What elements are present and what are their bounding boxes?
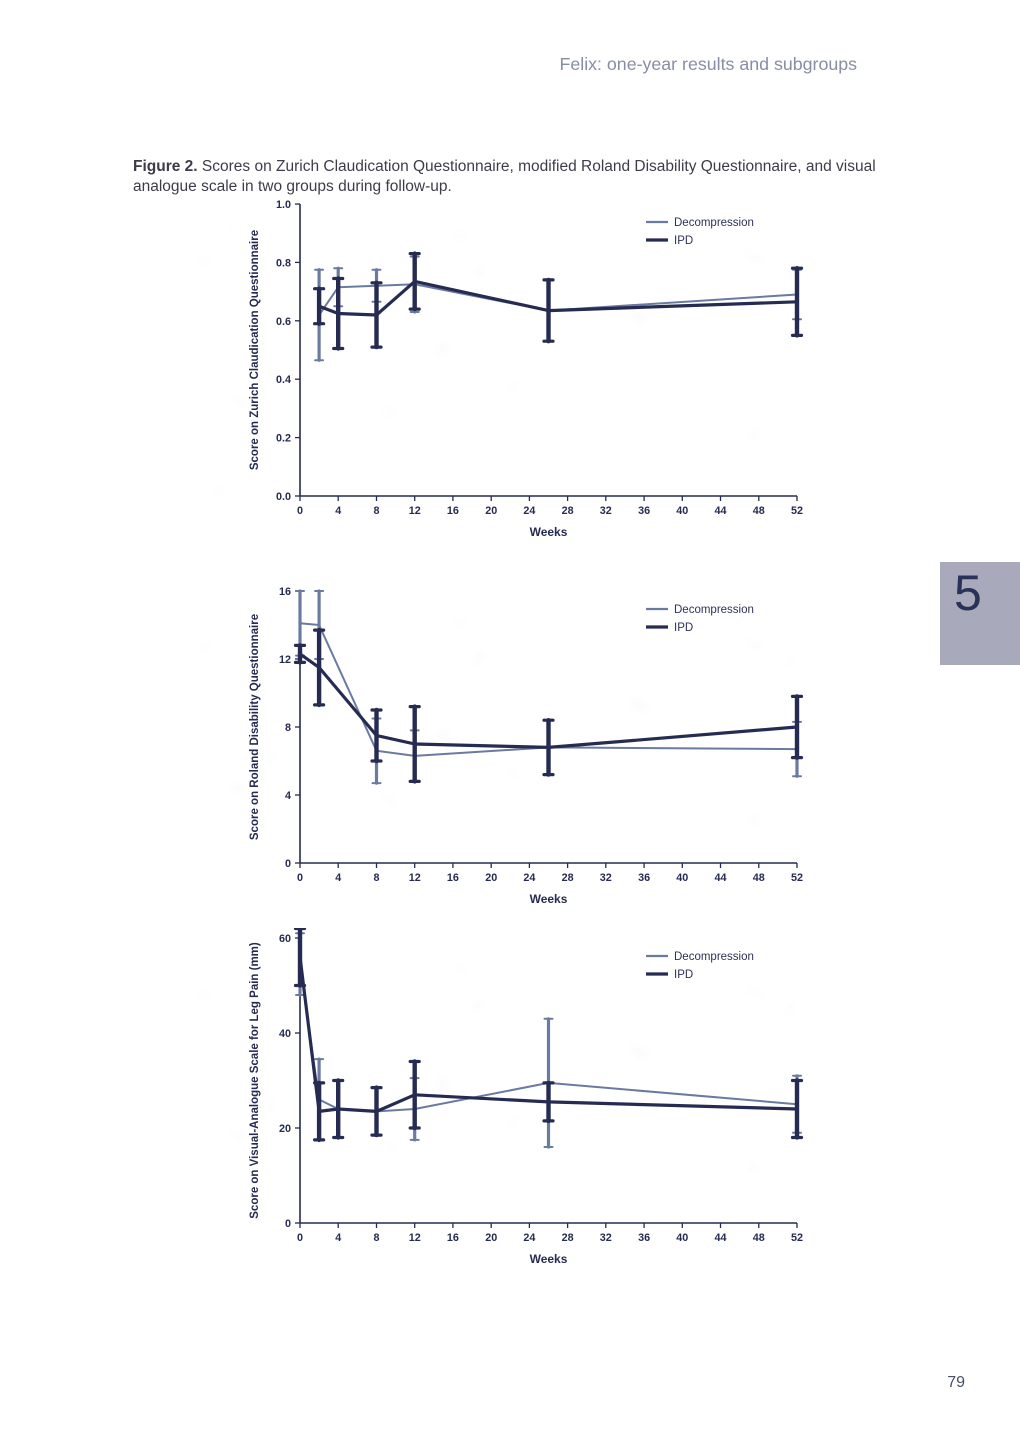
svg-text:28: 28 xyxy=(562,872,574,884)
svg-text:40: 40 xyxy=(676,505,688,517)
svg-text:0.2: 0.2 xyxy=(276,433,291,445)
svg-text:12: 12 xyxy=(409,872,421,884)
svg-text:40: 40 xyxy=(676,872,688,884)
svg-text:16: 16 xyxy=(447,1232,459,1244)
svg-text:1.0: 1.0 xyxy=(276,199,291,211)
svg-text:24: 24 xyxy=(523,872,535,884)
svg-text:28: 28 xyxy=(562,1232,574,1244)
svg-text:36: 36 xyxy=(638,1232,650,1244)
svg-text:48: 48 xyxy=(753,1232,765,1244)
svg-text:0.0: 0.0 xyxy=(276,491,291,503)
svg-text:16: 16 xyxy=(279,586,291,598)
svg-text:44: 44 xyxy=(714,872,726,884)
svg-text:8: 8 xyxy=(285,722,291,734)
svg-text:Score on Zurich Claudication Q: Score on Zurich Claudication Questionnai… xyxy=(249,230,261,470)
svg-text:40: 40 xyxy=(676,1232,688,1244)
svg-text:IPD: IPD xyxy=(674,622,693,634)
svg-text:32: 32 xyxy=(600,1232,612,1244)
svg-text:4: 4 xyxy=(335,1232,341,1244)
svg-text:20: 20 xyxy=(485,505,497,517)
svg-text:28: 28 xyxy=(562,505,574,517)
svg-text:0.6: 0.6 xyxy=(276,316,291,328)
svg-text:16: 16 xyxy=(447,505,459,517)
svg-text:8: 8 xyxy=(373,872,379,884)
svg-text:8: 8 xyxy=(373,1232,379,1244)
svg-text:0.8: 0.8 xyxy=(276,257,291,269)
svg-text:4: 4 xyxy=(335,872,341,884)
svg-text:Weeks: Weeks xyxy=(530,892,568,906)
svg-text:60: 60 xyxy=(279,933,291,945)
svg-text:52: 52 xyxy=(791,505,803,517)
svg-text:24: 24 xyxy=(523,505,535,517)
svg-text:48: 48 xyxy=(753,505,765,517)
svg-text:Weeks: Weeks xyxy=(530,525,568,539)
svg-text:4: 4 xyxy=(335,505,341,517)
svg-text:36: 36 xyxy=(638,505,650,517)
svg-text:32: 32 xyxy=(600,872,612,884)
svg-text:Score on Roland Disability Que: Score on Roland Disability Questionnaire xyxy=(249,614,261,840)
svg-text:12: 12 xyxy=(409,505,421,517)
svg-text:44: 44 xyxy=(714,505,726,517)
svg-text:52: 52 xyxy=(791,1232,803,1244)
svg-text:20: 20 xyxy=(279,1123,291,1135)
svg-text:44: 44 xyxy=(714,1232,726,1244)
svg-text:12: 12 xyxy=(279,654,291,666)
svg-text:IPD: IPD xyxy=(674,235,693,247)
svg-text:20: 20 xyxy=(485,1232,497,1244)
svg-text:Decompression: Decompression xyxy=(674,217,754,229)
svg-text:IPD: IPD xyxy=(674,969,693,981)
svg-text:0.4: 0.4 xyxy=(276,374,291,386)
svg-text:24: 24 xyxy=(523,1232,535,1244)
svg-text:0: 0 xyxy=(285,858,291,870)
svg-text:0: 0 xyxy=(297,872,303,884)
svg-text:8: 8 xyxy=(373,505,379,517)
svg-text:20: 20 xyxy=(485,872,497,884)
svg-text:0: 0 xyxy=(285,1218,291,1230)
svg-text:4: 4 xyxy=(285,790,291,802)
svg-text:48: 48 xyxy=(753,872,765,884)
svg-text:Weeks: Weeks xyxy=(530,1252,568,1266)
svg-text:16: 16 xyxy=(447,872,459,884)
svg-text:52: 52 xyxy=(791,872,803,884)
svg-text:Decompression: Decompression xyxy=(674,604,754,616)
svg-text:Score on Visual-Analogue Scale: Score on Visual-Analogue Scale for Leg P… xyxy=(249,942,261,1219)
svg-text:Decompression: Decompression xyxy=(674,951,754,963)
svg-text:12: 12 xyxy=(409,1232,421,1244)
svg-text:32: 32 xyxy=(600,505,612,517)
svg-text:36: 36 xyxy=(638,872,650,884)
svg-text:0: 0 xyxy=(297,1232,303,1244)
svg-text:40: 40 xyxy=(279,1028,291,1040)
svg-text:0: 0 xyxy=(297,505,303,517)
